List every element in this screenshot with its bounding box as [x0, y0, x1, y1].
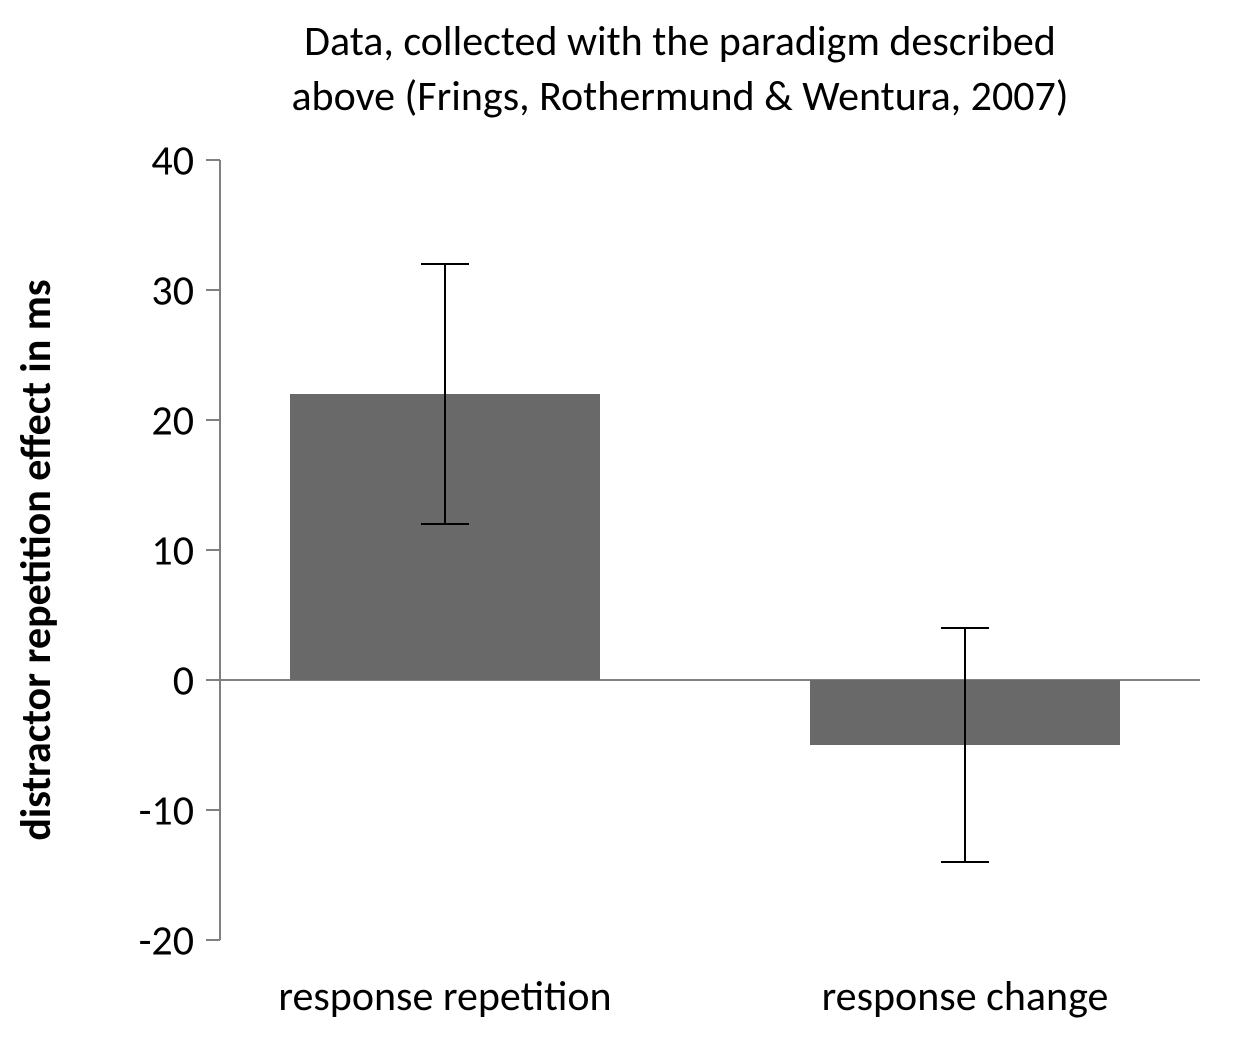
y-tick-label: 0 — [173, 656, 194, 707]
y-axis-label: distractor repetition effect in ms — [11, 279, 62, 840]
category-label: response repetition — [278, 971, 611, 1022]
y-tick-label: 30 — [151, 266, 194, 317]
y-tick-label: 20 — [151, 396, 194, 447]
y-tick-label: -20 — [139, 916, 194, 967]
y-tick-label: -10 — [139, 786, 194, 837]
y-tick-label: 40 — [151, 136, 194, 187]
chart-title-line-2: above (Frings, Rothermund & Wentura, 200… — [291, 71, 1068, 122]
category-label: response change — [822, 971, 1109, 1022]
chart-container: Data, collected with the paradigm descri… — [0, 0, 1248, 1058]
y-tick-label: 10 — [151, 526, 194, 577]
bar-chart: Data, collected with the paradigm descri… — [0, 0, 1248, 1058]
chart-title-line-1: Data, collected with the paradigm descri… — [304, 16, 1056, 67]
